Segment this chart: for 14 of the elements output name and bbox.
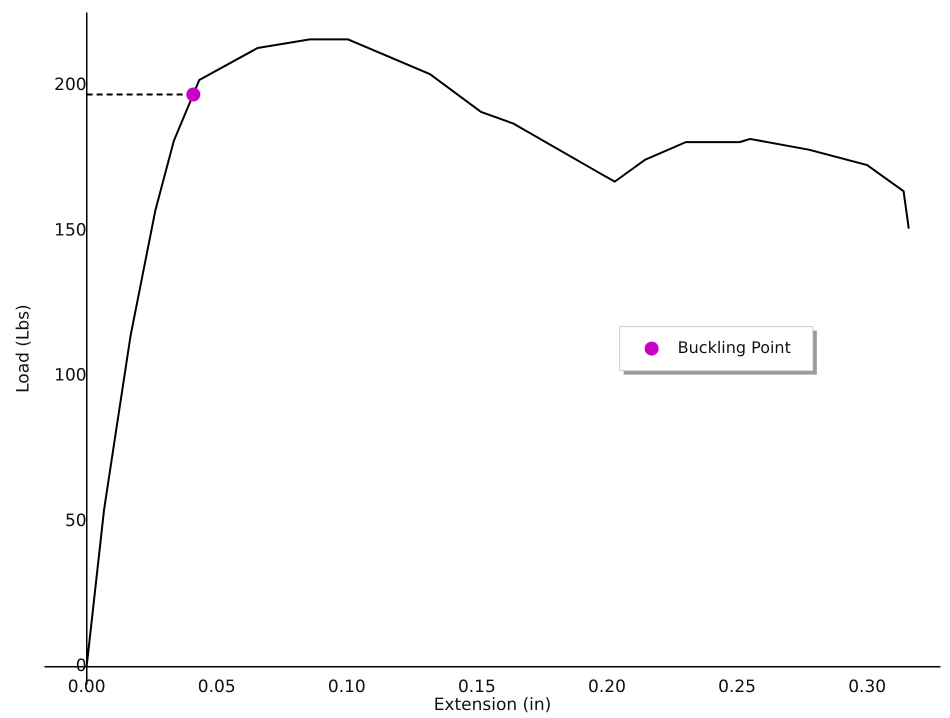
x-tick-label: 0.05 bbox=[198, 677, 236, 698]
x-axis-title: Extension (in) bbox=[434, 694, 552, 715]
y-tick-label: 150 bbox=[54, 220, 87, 240]
x-tick-label: 0.20 bbox=[588, 677, 626, 698]
y-tick-label: 50 bbox=[64, 510, 87, 531]
y-tick-label: 200 bbox=[54, 75, 87, 96]
x-tick-label: 0.00 bbox=[68, 677, 106, 698]
legend-label: Buckling Point bbox=[678, 338, 791, 357]
x-tick-label: 0.15 bbox=[458, 677, 496, 698]
x-tick-label: 0.30 bbox=[848, 677, 886, 698]
x-tick-label: 0.10 bbox=[328, 677, 366, 698]
y-axis-title: Load (Lbs) bbox=[13, 304, 34, 393]
y-tick-label: 100 bbox=[54, 366, 87, 386]
x-tick-label: 0.25 bbox=[718, 677, 756, 698]
